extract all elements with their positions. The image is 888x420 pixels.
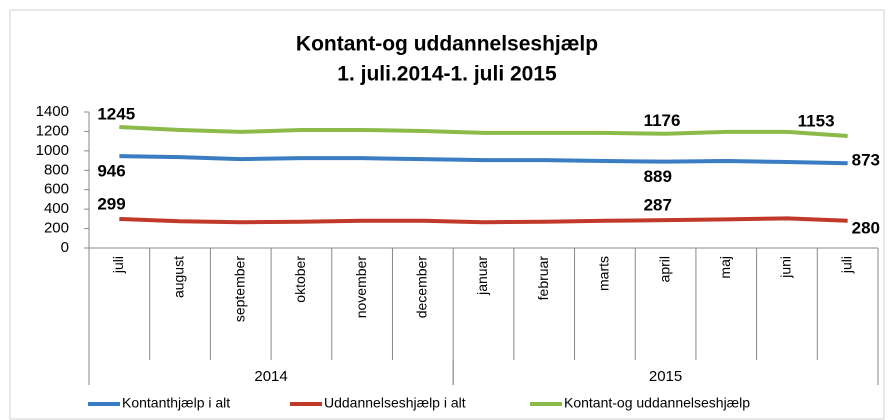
y-tick-label: 200 — [44, 220, 69, 237]
x-tick-label: januar — [474, 256, 490, 296]
chart-border — [9, 9, 885, 420]
x-tick-label: april — [656, 256, 672, 282]
series-line — [119, 125, 848, 138]
data-label: 287 — [644, 196, 672, 215]
chart-title: Kontant-og uddannelseshjælp — [296, 33, 598, 56]
x-tick-label: august — [171, 256, 187, 298]
data-label: 280 — [852, 218, 880, 237]
data-label: 946 — [97, 162, 125, 181]
x-tick-label: juni — [778, 256, 794, 279]
x-tick-label: november — [353, 256, 369, 319]
x-tick-label: maj — [717, 256, 733, 279]
y-tick-label: 0 — [61, 239, 69, 256]
x-tick-label: oktober — [292, 256, 308, 303]
x-tick-label: juli — [110, 256, 126, 274]
group-label: 2014 — [254, 368, 287, 385]
series-line — [119, 216, 848, 225]
data-label: 1245 — [97, 105, 135, 124]
series-line — [119, 154, 848, 166]
y-tick-label: 400 — [44, 200, 69, 217]
legend-label: Uddannelseshjælp i alt — [324, 395, 466, 411]
group-label: 2015 — [649, 368, 682, 385]
x-tick-label: december — [414, 256, 430, 319]
data-label: 889 — [644, 167, 672, 186]
y-tick-label: 600 — [44, 181, 69, 198]
data-label: 1176 — [644, 111, 681, 130]
x-tick-label: marts — [596, 256, 612, 291]
legend-label: Kontanthjælp i alt — [122, 395, 230, 411]
x-tick-label: juli — [838, 256, 854, 274]
x-tick-label: september — [231, 256, 247, 322]
y-tick-label: 800 — [44, 161, 69, 178]
y-tick-label: 1400 — [36, 103, 69, 120]
data-label: 873 — [852, 151, 880, 170]
data-label: 1153 — [798, 111, 835, 130]
data-label: 299 — [97, 194, 125, 213]
legend-label: Kontant-og uddannelseshjælp — [564, 395, 750, 411]
y-tick-label: 1000 — [36, 142, 69, 159]
chart-subtitle: 1. juli.2014-1. juli 2015 — [337, 63, 557, 86]
y-tick-label: 1200 — [36, 122, 69, 139]
x-tick-label: februar — [535, 256, 551, 301]
